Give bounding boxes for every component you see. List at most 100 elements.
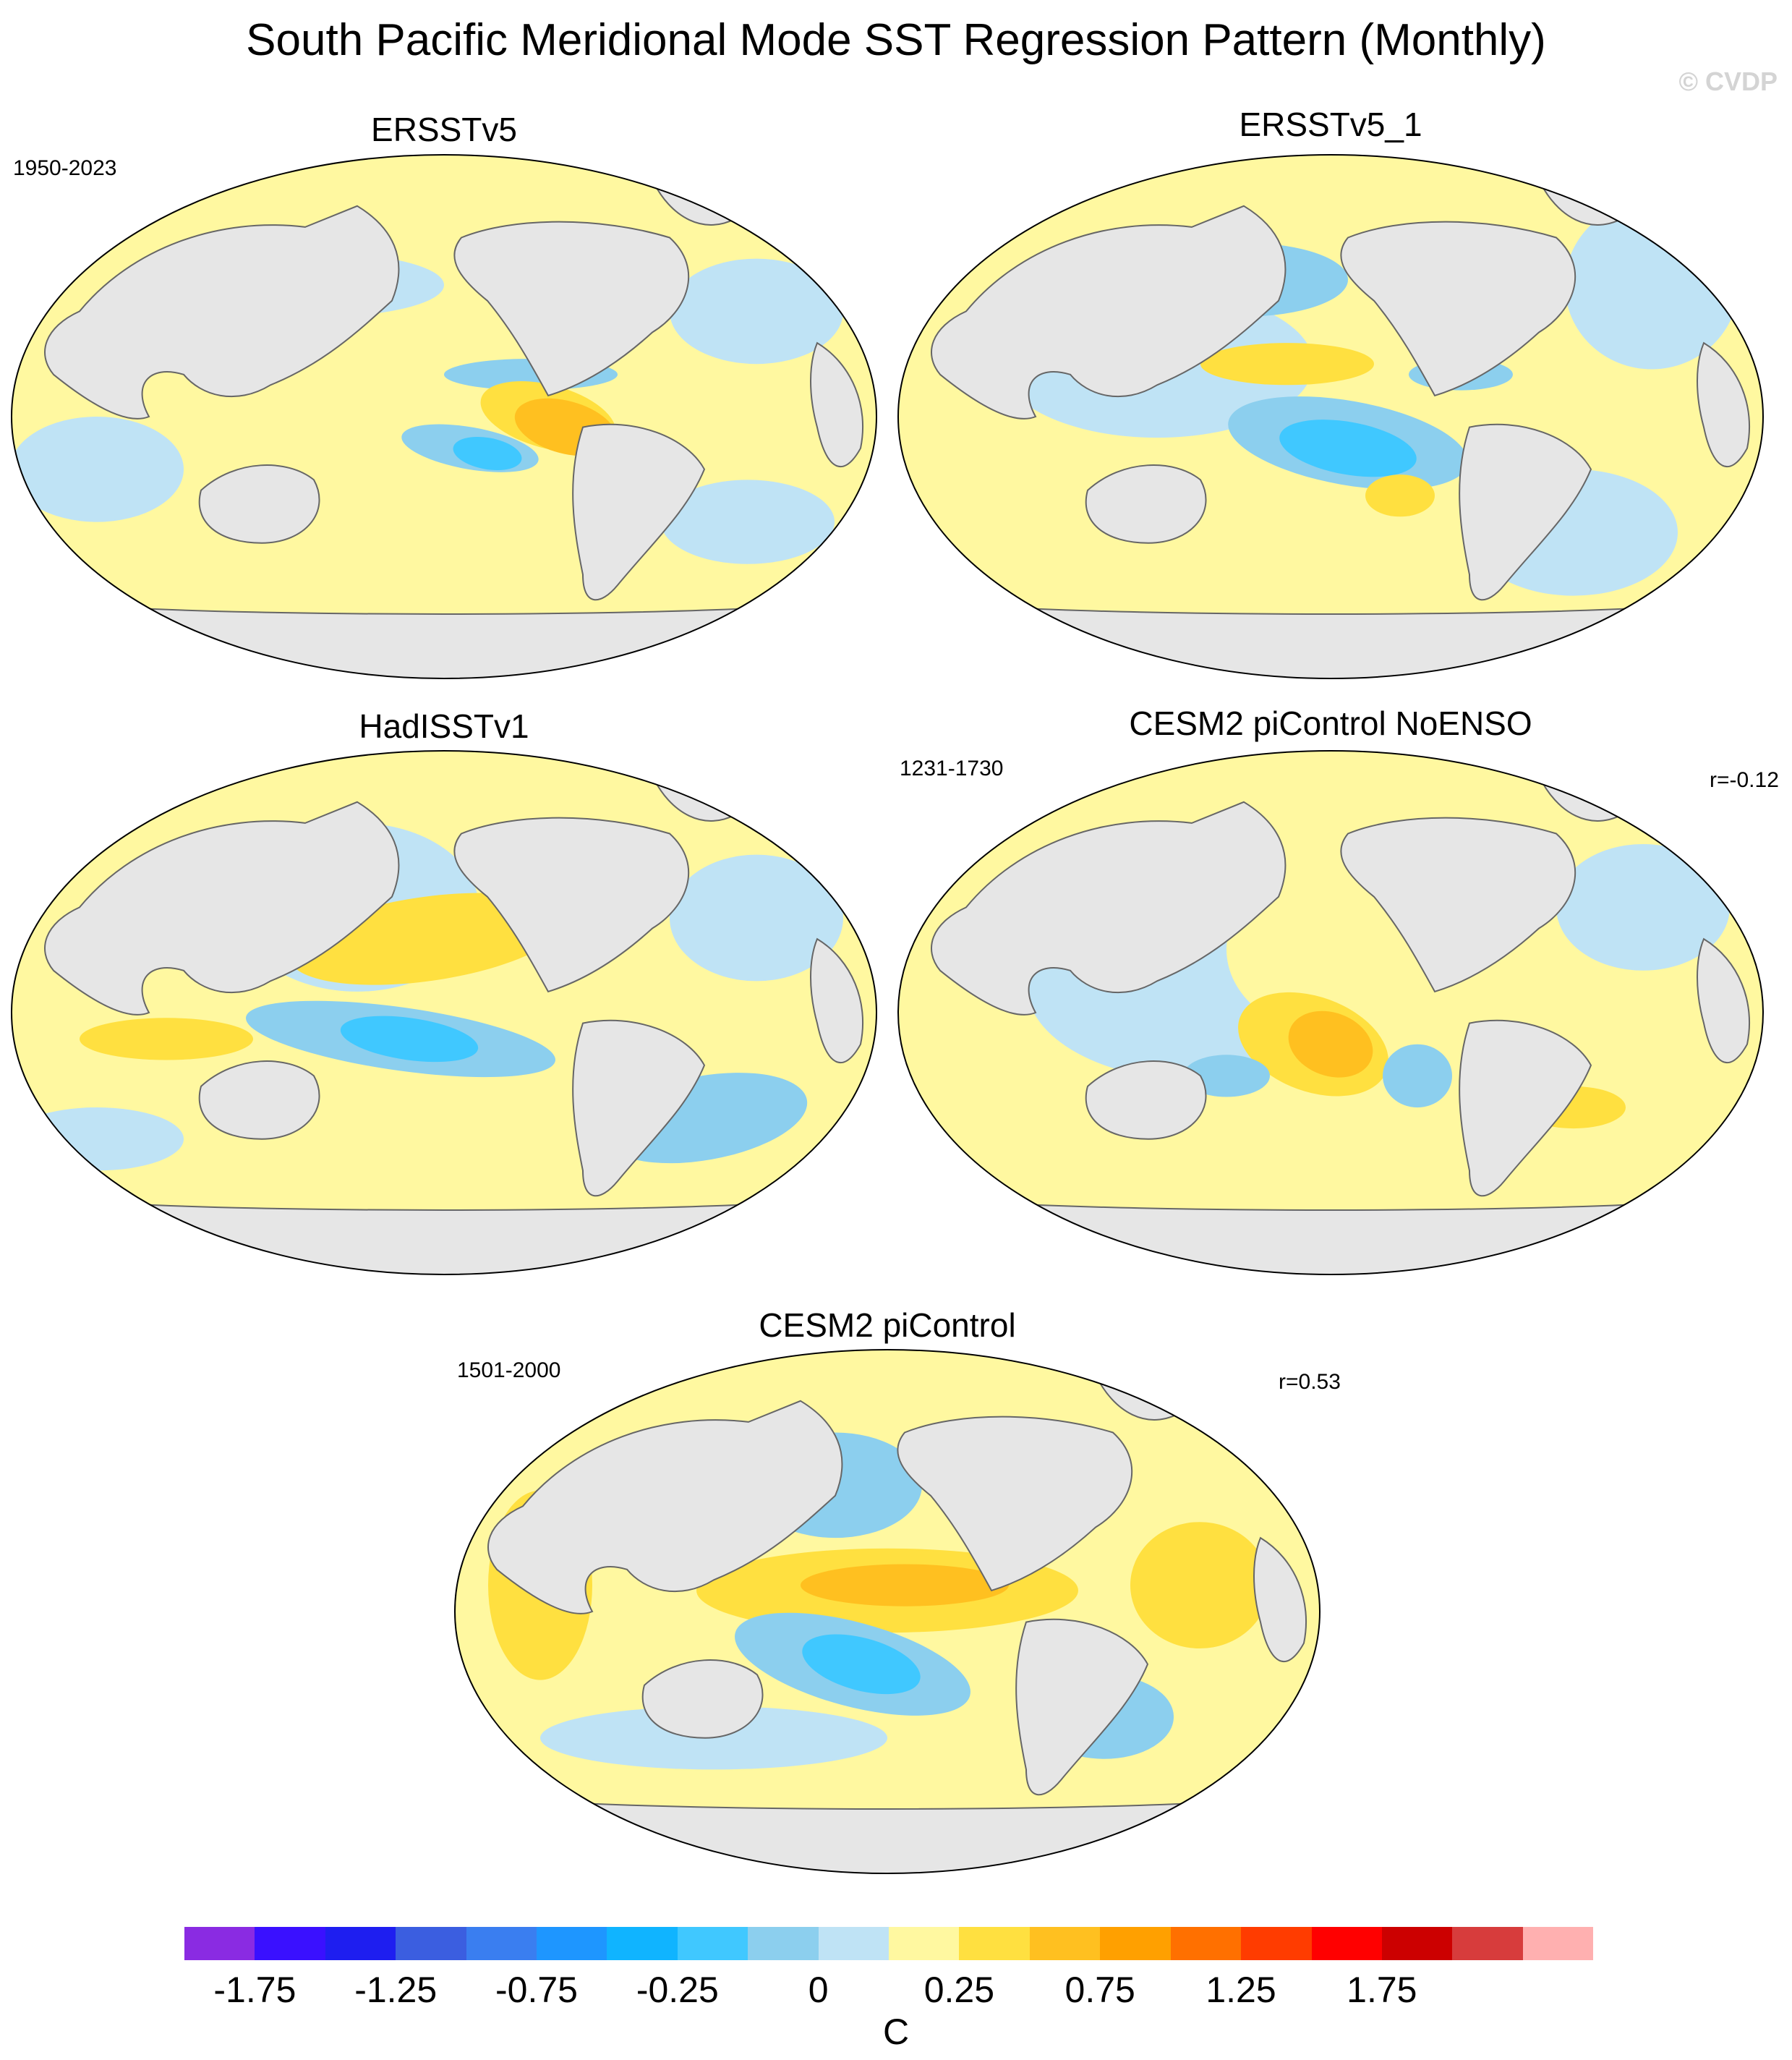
anomaly-region bbox=[80, 1018, 253, 1060]
colorbar-swatch bbox=[1100, 1927, 1171, 1960]
land-mass bbox=[931, 801, 1287, 1016]
colorbar-swatch bbox=[1029, 1927, 1101, 1960]
map-outline bbox=[897, 750, 1764, 1275]
colorbar-tick-label: -1.75 bbox=[213, 1970, 296, 2010]
colorbar-tick-label: 0 bbox=[808, 1970, 829, 2010]
panel-period-ersstv5: 1950-2023 bbox=[13, 156, 117, 180]
panel-title-hadisstv1: HadISSTv1 bbox=[359, 707, 529, 745]
land-mass bbox=[539, 1800, 1235, 1873]
anomaly-region bbox=[1565, 200, 1738, 370]
anomaly-region bbox=[1279, 420, 1417, 477]
land-mass bbox=[810, 341, 863, 468]
ocean-background bbox=[12, 751, 876, 1274]
panel-corr-cesm2-picontrol: r=0.53 bbox=[1279, 1370, 1341, 1394]
panel-period-cesm2-picontrol: 1501-2000 bbox=[457, 1358, 561, 1382]
colorbar-swatch bbox=[1381, 1927, 1453, 1960]
map-outline bbox=[11, 154, 877, 679]
map-ersstv5 bbox=[11, 154, 877, 679]
land-mass bbox=[1459, 423, 1592, 601]
land-mass bbox=[1459, 1019, 1592, 1197]
colorbar-tick-label: 1.75 bbox=[1347, 1970, 1417, 2010]
land-mass bbox=[198, 1060, 320, 1140]
panel-corr-cesm2-noenso: r=-0.12 bbox=[1710, 768, 1779, 792]
panel-title-cesm2-noenso: CESM2 piControl NoENSO bbox=[1129, 705, 1532, 742]
land-mass bbox=[572, 1019, 706, 1197]
anomaly-region bbox=[1365, 474, 1435, 517]
cvdp-watermark: © CVDP bbox=[1678, 67, 1778, 96]
colorbar-swatch bbox=[1311, 1927, 1382, 1960]
anomaly-region bbox=[12, 417, 184, 522]
land-mass bbox=[1015, 1618, 1149, 1796]
land-mass bbox=[1253, 1536, 1307, 1663]
colorbar-swatch bbox=[748, 1927, 819, 1960]
colorbar-swatch bbox=[818, 1927, 889, 1960]
anomaly-region bbox=[1383, 1044, 1452, 1108]
map-cesm2-picontrol bbox=[454, 1349, 1320, 1874]
land-mass bbox=[641, 1659, 764, 1739]
colorbar-tick-label: 0.25 bbox=[923, 1970, 995, 2010]
map-outline bbox=[454, 1349, 1320, 1874]
colorbar-swatch bbox=[184, 1927, 255, 1960]
land-mass bbox=[1340, 817, 1576, 993]
anomaly-region bbox=[661, 480, 835, 564]
anomaly-region bbox=[1288, 1010, 1373, 1078]
land-mass bbox=[810, 937, 863, 1064]
colorbar-tick-label: -0.75 bbox=[495, 1970, 578, 2010]
land-mass bbox=[572, 423, 706, 601]
anomaly-region bbox=[801, 1564, 1009, 1606]
colorbar-swatch bbox=[396, 1927, 466, 1960]
colorbar-swatch bbox=[1522, 1927, 1594, 1960]
anomaly-region bbox=[670, 854, 843, 982]
land-mass bbox=[453, 221, 690, 397]
land-mass bbox=[931, 205, 1287, 420]
panel-period-cesm2-noenso: 1231-1730 bbox=[900, 757, 1004, 780]
land-mass bbox=[1697, 937, 1750, 1064]
colorbar-swatch bbox=[959, 1927, 1030, 1960]
land-mass bbox=[96, 1201, 792, 1274]
colorbar-swatch bbox=[255, 1927, 325, 1960]
land-mass bbox=[44, 205, 400, 420]
anomaly-region bbox=[1556, 844, 1730, 971]
anomaly-region bbox=[1200, 343, 1374, 386]
panel-title-cesm2-picontrol: CESM2 piControl bbox=[759, 1306, 1016, 1344]
land-mass bbox=[1085, 464, 1207, 544]
anomaly-region bbox=[670, 258, 843, 365]
land-mass bbox=[983, 605, 1678, 678]
figure-title: South Pacific Meridional Mode SST Regres… bbox=[246, 15, 1546, 65]
land-mass bbox=[96, 605, 792, 678]
colorbar-tick-label: -0.25 bbox=[636, 1970, 719, 2010]
land-mass bbox=[487, 1400, 843, 1614]
anomaly-region bbox=[1130, 1522, 1269, 1648]
land-mass bbox=[44, 801, 400, 1016]
colorbar-units: C bbox=[882, 2012, 910, 2052]
land-mass bbox=[198, 464, 320, 544]
land-mass bbox=[983, 1201, 1678, 1274]
land-mass bbox=[1340, 221, 1576, 397]
colorbar bbox=[184, 1927, 1594, 1960]
panel-title-ersstv5-1: ERSSTv5_1 bbox=[1239, 106, 1422, 143]
land-mass bbox=[897, 1416, 1133, 1592]
colorbar-swatch bbox=[1241, 1927, 1312, 1960]
colorbar-swatch bbox=[325, 1927, 396, 1960]
anomaly-region bbox=[802, 1634, 921, 1695]
colorbar-tick-label: -1.25 bbox=[354, 1970, 438, 2010]
colorbar-swatch bbox=[466, 1927, 537, 1960]
map-ersstv5-1 bbox=[897, 154, 1764, 679]
panel-title-ersstv5: ERSSTv5 bbox=[371, 111, 517, 148]
colorbar-swatch bbox=[1452, 1927, 1523, 1960]
anomaly-region bbox=[340, 1016, 479, 1063]
colorbar-swatch bbox=[1170, 1927, 1242, 1960]
land-mass bbox=[453, 817, 690, 993]
anomaly-region bbox=[12, 1107, 184, 1171]
map-outline bbox=[897, 154, 1764, 679]
colorbar-swatch bbox=[677, 1927, 748, 1960]
map-outline bbox=[11, 750, 877, 1275]
land-mass bbox=[1085, 1060, 1207, 1140]
land-mass bbox=[1697, 341, 1750, 468]
colorbar-tick-label: 1.25 bbox=[1206, 1970, 1276, 2010]
colorbar-swatch bbox=[537, 1927, 607, 1960]
colorbar-tick-label: 0.75 bbox=[1064, 1970, 1135, 2010]
map-cesm2-noenso bbox=[897, 750, 1764, 1275]
colorbar-swatch bbox=[889, 1927, 960, 1960]
anomaly-region bbox=[453, 436, 522, 471]
